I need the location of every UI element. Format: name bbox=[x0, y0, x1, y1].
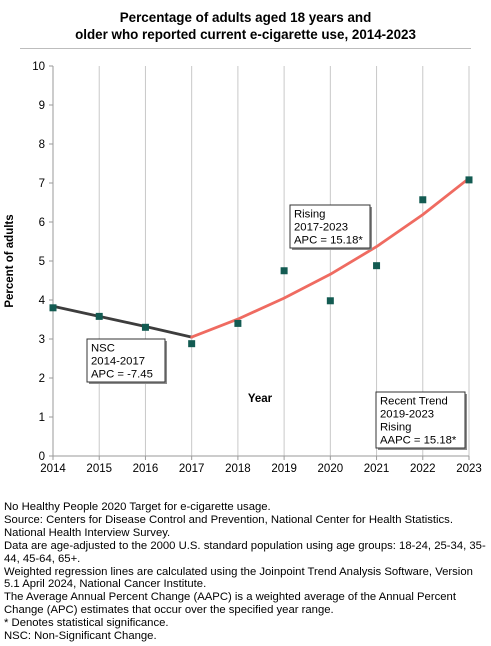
y-tick-label: 0 bbox=[39, 451, 45, 463]
footnote-line: Data are age-adjusted to the 2000 U.S. s… bbox=[4, 539, 486, 565]
y-tick-label: 1 bbox=[39, 412, 45, 424]
data-point bbox=[465, 176, 473, 184]
data-points bbox=[49, 176, 473, 348]
annotation-text: APC = -7.45 bbox=[91, 369, 153, 381]
chart-title: Percentage of adults aged 18 years and o… bbox=[20, 9, 471, 43]
y-tick-label: 3 bbox=[39, 334, 45, 346]
data-point bbox=[373, 262, 381, 270]
trend-line-2 bbox=[190, 176, 471, 339]
annotation-text: NSC bbox=[91, 343, 115, 355]
data-point bbox=[326, 297, 334, 305]
chart: 0 1 2 3 4 5 6 7 8 9 10 2014 2015 2016 2017 2018 2019 202… bbox=[4, 61, 482, 475]
y-tick-label: 2 bbox=[39, 373, 45, 385]
y-tick-label: 9 bbox=[39, 100, 45, 112]
y-tick-label: 6 bbox=[39, 217, 45, 229]
title-divider bbox=[20, 48, 471, 49]
x-tick-label: 2021 bbox=[364, 463, 390, 475]
x-tick-labels: 2014 2015 2016 2017 2018 2019 2020 2021 2022 2023 bbox=[40, 456, 482, 475]
data-point bbox=[141, 323, 149, 331]
data-point bbox=[49, 304, 57, 312]
chart-title-line-2: older who reported current e-cigarette u… bbox=[75, 27, 416, 42]
annotation-text: 2017-2023 bbox=[294, 222, 348, 234]
annotation-frame bbox=[86, 338, 166, 383]
footnote-line: No Healthy People 2020 Target for e-ciga… bbox=[4, 501, 271, 513]
x-tick-label: 2019 bbox=[271, 463, 297, 475]
x-axis-label: Year bbox=[248, 393, 273, 405]
footnote-line: The Average Annual Percent Change (AAPC)… bbox=[4, 591, 456, 617]
grid-lines bbox=[98, 66, 470, 456]
footnote-line: Weighted regression lines are calculated… bbox=[4, 565, 473, 591]
footnote-line: * Denotes statistical significance. bbox=[4, 617, 169, 630]
y-tick-label: 8 bbox=[39, 139, 45, 151]
data-point bbox=[188, 340, 196, 348]
y-axis-label: Percent of adults bbox=[4, 214, 16, 307]
x-tick-label: 2022 bbox=[410, 463, 436, 475]
annotation-text: 2014-2017 bbox=[91, 356, 145, 368]
x-tick-label: 2020 bbox=[318, 463, 344, 475]
annotation-frame bbox=[289, 204, 371, 249]
trend-lines bbox=[51, 176, 471, 339]
trend-line-1 bbox=[51, 304, 194, 339]
annotation-text: Rising bbox=[380, 422, 411, 434]
annotation-frame bbox=[375, 391, 466, 449]
x-tick-label: 2014 bbox=[40, 463, 66, 475]
y-tick-label: 10 bbox=[32, 61, 45, 73]
annotation-text: APC = 15.18* bbox=[294, 235, 363, 247]
x-tick-label: 2018 bbox=[225, 463, 251, 475]
data-point bbox=[280, 267, 288, 275]
x-tick-label: 2015 bbox=[86, 463, 112, 475]
x-tick-label: 2017 bbox=[179, 463, 205, 475]
data-point bbox=[419, 196, 427, 204]
x-tick-label: 2023 bbox=[456, 463, 482, 475]
footnote-line: NSC: Non-Significant Change. bbox=[4, 630, 157, 643]
y-tick-label: 4 bbox=[39, 295, 46, 307]
data-point bbox=[234, 319, 242, 327]
y-tick-label: 7 bbox=[39, 178, 45, 190]
annotation-text: Rising bbox=[294, 209, 325, 221]
x-tick-label: 2016 bbox=[133, 463, 159, 475]
y-tick-labels: 0 1 2 3 4 5 6 7 8 9 10 bbox=[32, 61, 53, 463]
annotation-text: 2019-2023 bbox=[380, 409, 434, 421]
annotation-text: AAPC = 15.18* bbox=[380, 435, 457, 447]
data-point bbox=[95, 312, 103, 320]
footnote-line: Source: Centers for Disease Control and … bbox=[4, 513, 453, 539]
footnotes: No Healthy People 2020 Target for e-ciga… bbox=[4, 501, 490, 643]
annotation-text: Recent Trend bbox=[380, 396, 448, 408]
chart-title-line-1: Percentage of adults aged 18 years and bbox=[119, 10, 372, 25]
y-tick-label: 5 bbox=[39, 256, 45, 268]
